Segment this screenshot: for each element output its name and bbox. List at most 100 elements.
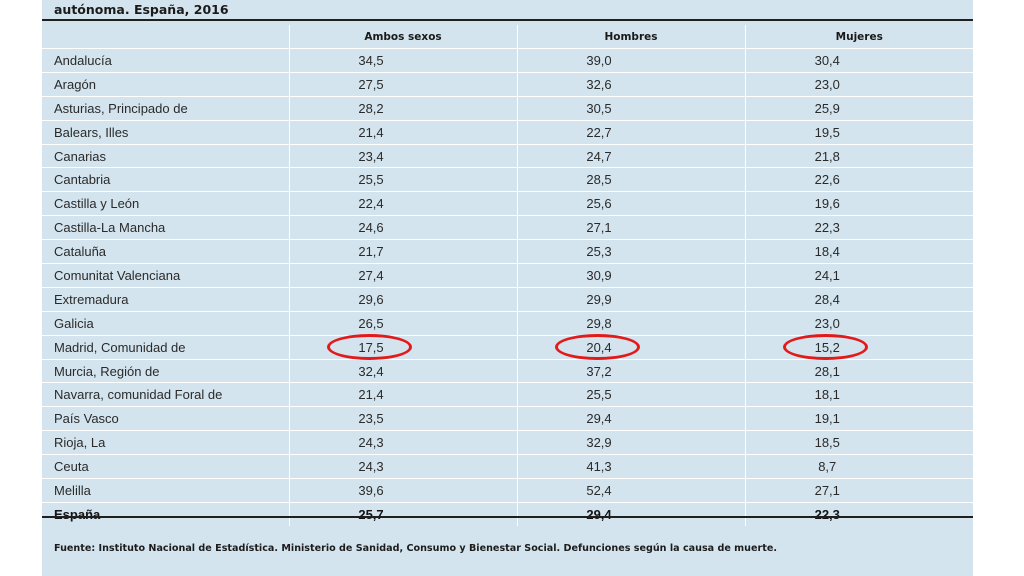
hombres-cell: 29,9 bbox=[516, 287, 745, 312]
mujeres-cell: 22,6 bbox=[744, 167, 973, 193]
ambos-sexos-cell: 21,4 bbox=[288, 120, 517, 145]
hombres-cell: 52,4 bbox=[516, 478, 745, 503]
mujeres-cell: 27,1 bbox=[744, 478, 973, 503]
ambos-sexos-cell: 23,5 bbox=[288, 406, 517, 432]
table-row: Navarra, comunidad Foral de 21,4 25,5 18,1 bbox=[42, 382, 973, 408]
mujeres-cell: 22,3 bbox=[744, 215, 973, 241]
region-cell: Cataluña bbox=[42, 239, 289, 265]
hombres-cell: 32,6 bbox=[516, 72, 745, 97]
table-row: Balears, Illes 21,4 22,7 19,5 bbox=[42, 120, 973, 145]
header-region bbox=[42, 25, 289, 49]
table-row: Galicia 26,5 29,8 23,0 bbox=[42, 311, 973, 336]
table-row: Aragón 27,5 32,6 23,0 bbox=[42, 72, 973, 97]
mujeres-cell: 19,6 bbox=[744, 191, 973, 217]
ambos-sexos-cell: 32,4 bbox=[288, 359, 517, 384]
highlight-ring-mujeres bbox=[783, 334, 869, 361]
hombres-cell: 28,5 bbox=[516, 167, 745, 193]
table-row: Castilla y León 22,4 25,6 19,6 bbox=[42, 191, 973, 217]
hombres-cell: 29,4 bbox=[516, 406, 745, 432]
hombres-cell: 30,5 bbox=[516, 96, 745, 121]
hombres-cell: 22,7 bbox=[516, 120, 745, 145]
title-divider bbox=[42, 19, 973, 21]
table-row: Canarias 23,4 24,7 21,8 bbox=[42, 144, 973, 169]
data-table: Ambos sexos Hombres Mujeres Andalucía 34,… bbox=[42, 25, 973, 526]
ambos-sexos-cell: 34,5 bbox=[288, 48, 517, 73]
mujeres-cell: 28,1 bbox=[744, 359, 973, 384]
hombres-cell: 39,0 bbox=[516, 48, 745, 73]
hombres-cell: 27,1 bbox=[516, 215, 745, 241]
ambos-sexos-cell: 25,7 bbox=[288, 502, 517, 526]
table-row: Ceuta 24,3 41,3 8,7 bbox=[42, 454, 973, 480]
ambos-sexos-cell: 24,3 bbox=[288, 454, 517, 480]
table-row: Extremadura 29,6 29,9 28,4 bbox=[42, 287, 973, 312]
highlight-ring-ambos bbox=[327, 334, 412, 361]
hombres-cell: 29,8 bbox=[516, 311, 745, 336]
total-row: España 25,7 29,4 22,3 bbox=[42, 502, 973, 526]
hombres-cell: 25,3 bbox=[516, 239, 745, 265]
table-bottom-divider bbox=[42, 516, 973, 518]
table-row: Melilla 39,6 52,4 27,1 bbox=[42, 478, 973, 503]
mujeres-cell: 28,4 bbox=[744, 287, 973, 312]
mujeres-cell: 18,5 bbox=[744, 430, 973, 456]
mujeres-cell: 19,1 bbox=[744, 406, 973, 432]
region-cell: País Vasco bbox=[42, 406, 289, 432]
mujeres-cell: 30,4 bbox=[744, 48, 973, 73]
mujeres-cell: 22,3 bbox=[744, 502, 973, 526]
mujeres-cell: 18,4 bbox=[744, 239, 973, 265]
ambos-sexos-cell: 21,4 bbox=[288, 382, 517, 408]
mujeres-cell: 19,5 bbox=[744, 120, 973, 145]
table-row: Cantabria 25,5 28,5 22,6 bbox=[42, 167, 973, 193]
header-mujeres: Mujeres bbox=[744, 25, 973, 49]
region-cell: Navarra, comunidad Foral de bbox=[42, 382, 289, 408]
header-row: Ambos sexos Hombres Mujeres bbox=[42, 25, 973, 49]
hombres-cell: 30,9 bbox=[516, 263, 745, 288]
table-row: Comunitat Valenciana 27,4 30,9 24,1 bbox=[42, 263, 973, 288]
mujeres-cell: 18,1 bbox=[744, 382, 973, 408]
source-note: Fuente: Instituto Nacional de Estadístic… bbox=[54, 543, 777, 554]
mujeres-cell: 21,8 bbox=[744, 144, 973, 169]
ambos-sexos-cell: 29,6 bbox=[288, 287, 517, 312]
ambos-sexos-cell: 26,5 bbox=[288, 311, 517, 336]
ambos-sexos-cell: 23,4 bbox=[288, 144, 517, 169]
mujeres-cell: 23,0 bbox=[744, 72, 973, 97]
ambos-sexos-cell: 24,3 bbox=[288, 430, 517, 456]
header-hombres: Hombres bbox=[516, 25, 745, 49]
hombres-cell: 41,3 bbox=[516, 454, 745, 480]
mujeres-cell: 25,9 bbox=[744, 96, 973, 121]
table-title: autónoma. España, 2016 bbox=[54, 2, 229, 17]
hombres-cell: 24,7 bbox=[516, 144, 745, 169]
region-cell: Rioja, La bbox=[42, 430, 289, 456]
region-cell: Extremadura bbox=[42, 287, 289, 312]
region-cell: Asturias, Principado de bbox=[42, 96, 289, 121]
region-cell: Cantabria bbox=[42, 167, 289, 193]
region-cell: Melilla bbox=[42, 478, 289, 503]
table-row: País Vasco 23,5 29,4 19,1 bbox=[42, 406, 973, 432]
ambos-sexos-cell: 39,6 bbox=[288, 478, 517, 503]
table-row: Andalucía 34,5 39,0 30,4 bbox=[42, 48, 973, 73]
region-cell: Castilla y León bbox=[42, 191, 289, 217]
ambos-sexos-cell: 28,2 bbox=[288, 96, 517, 121]
ambos-sexos-cell: 25,5 bbox=[288, 167, 517, 193]
hombres-cell: 37,2 bbox=[516, 359, 745, 384]
mujeres-cell: 8,7 bbox=[744, 454, 973, 480]
table-row: Murcia, Región de 32,4 37,2 28,1 bbox=[42, 359, 973, 384]
mujeres-cell: 24,1 bbox=[744, 263, 973, 288]
region-cell: Murcia, Región de bbox=[42, 359, 289, 384]
table-row: Castilla-La Mancha 24,6 27,1 22,3 bbox=[42, 215, 973, 241]
ambos-sexos-cell: 21,7 bbox=[288, 239, 517, 265]
region-cell: Castilla-La Mancha bbox=[42, 215, 289, 241]
hombres-cell: 32,9 bbox=[516, 430, 745, 456]
region-cell: Balears, Illes bbox=[42, 120, 289, 145]
table-row: Rioja, La 24,3 32,9 18,5 bbox=[42, 430, 973, 456]
region-cell: Canarias bbox=[42, 144, 289, 169]
mujeres-cell: 23,0 bbox=[744, 311, 973, 336]
hombres-cell: 29,4 bbox=[516, 502, 745, 526]
hombres-cell: 25,5 bbox=[516, 382, 745, 408]
hombres-cell: 25,6 bbox=[516, 191, 745, 217]
header-ambos-sexos: Ambos sexos bbox=[288, 25, 517, 49]
region-cell: España bbox=[54, 506, 101, 522]
region-cell: Andalucía bbox=[42, 48, 289, 73]
ambos-sexos-cell: 27,5 bbox=[288, 72, 517, 97]
highlight-ring-hombres bbox=[555, 334, 640, 361]
ambos-sexos-cell: 22,4 bbox=[288, 191, 517, 217]
